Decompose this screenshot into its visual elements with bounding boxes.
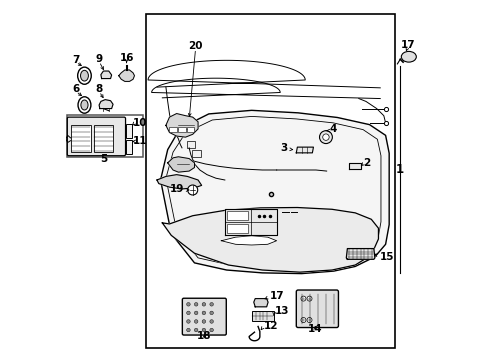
Bar xyxy=(125,140,132,154)
FancyBboxPatch shape xyxy=(182,298,226,335)
Circle shape xyxy=(209,311,213,315)
Circle shape xyxy=(194,302,198,306)
Text: 5: 5 xyxy=(100,154,107,164)
Circle shape xyxy=(186,328,190,332)
Circle shape xyxy=(186,320,190,323)
Circle shape xyxy=(209,302,213,306)
Text: 8: 8 xyxy=(95,84,102,94)
Text: 16: 16 xyxy=(119,53,134,63)
Polygon shape xyxy=(157,175,201,189)
Circle shape xyxy=(194,311,198,315)
Circle shape xyxy=(187,185,197,195)
Polygon shape xyxy=(296,147,313,153)
Text: 17: 17 xyxy=(400,40,414,50)
Circle shape xyxy=(322,134,328,140)
Text: 19: 19 xyxy=(169,184,183,194)
Bar xyxy=(178,127,185,132)
Circle shape xyxy=(194,320,198,323)
Bar xyxy=(94,125,113,152)
Polygon shape xyxy=(101,71,111,78)
Polygon shape xyxy=(167,157,194,172)
Polygon shape xyxy=(162,207,378,272)
FancyBboxPatch shape xyxy=(296,290,338,328)
Text: 6: 6 xyxy=(72,84,80,94)
Text: 9: 9 xyxy=(95,54,102,64)
Circle shape xyxy=(202,328,205,332)
Bar xyxy=(227,224,247,233)
Bar xyxy=(187,127,194,132)
Circle shape xyxy=(194,328,198,332)
Polygon shape xyxy=(119,70,134,81)
Text: 1: 1 xyxy=(395,163,403,176)
Circle shape xyxy=(186,311,190,315)
Text: 14: 14 xyxy=(307,324,322,334)
Ellipse shape xyxy=(78,67,91,84)
Polygon shape xyxy=(224,208,276,235)
Polygon shape xyxy=(346,249,374,259)
Circle shape xyxy=(202,311,205,315)
Ellipse shape xyxy=(81,70,88,81)
Circle shape xyxy=(186,302,190,306)
Circle shape xyxy=(202,302,205,306)
Circle shape xyxy=(202,320,205,323)
Circle shape xyxy=(306,296,311,301)
Polygon shape xyxy=(348,163,360,169)
Circle shape xyxy=(209,328,213,332)
Text: 18: 18 xyxy=(197,332,211,342)
Circle shape xyxy=(300,318,305,323)
Bar xyxy=(71,125,91,152)
Bar xyxy=(227,211,247,220)
Text: 13: 13 xyxy=(274,306,289,316)
Circle shape xyxy=(319,131,332,144)
Polygon shape xyxy=(160,111,388,274)
Circle shape xyxy=(209,320,213,323)
Text: 12: 12 xyxy=(264,321,278,331)
Text: 10: 10 xyxy=(133,118,147,128)
Bar xyxy=(251,311,273,321)
Bar xyxy=(186,141,195,148)
Text: 11: 11 xyxy=(133,136,147,146)
Bar xyxy=(125,124,132,138)
Polygon shape xyxy=(253,298,267,307)
Ellipse shape xyxy=(78,97,91,113)
Text: 17: 17 xyxy=(269,291,284,301)
Text: 3: 3 xyxy=(280,143,287,153)
Ellipse shape xyxy=(81,100,88,110)
Bar xyxy=(192,150,200,157)
Ellipse shape xyxy=(401,51,415,62)
Polygon shape xyxy=(165,113,198,137)
Text: 4: 4 xyxy=(329,124,336,134)
Text: 2: 2 xyxy=(363,158,369,168)
Circle shape xyxy=(300,296,305,301)
Polygon shape xyxy=(99,100,113,109)
Circle shape xyxy=(306,318,311,323)
Polygon shape xyxy=(221,236,276,245)
Bar xyxy=(146,14,394,348)
Bar xyxy=(66,114,143,157)
Text: 15: 15 xyxy=(379,252,393,262)
Bar xyxy=(169,127,176,132)
Text: 20: 20 xyxy=(188,41,203,51)
Text: 7: 7 xyxy=(72,55,80,65)
FancyBboxPatch shape xyxy=(67,117,125,156)
